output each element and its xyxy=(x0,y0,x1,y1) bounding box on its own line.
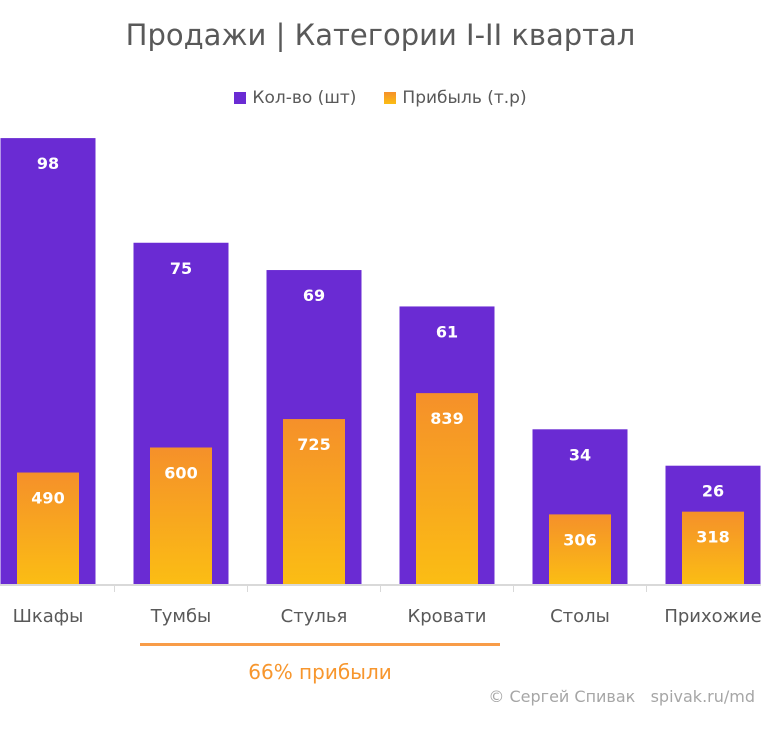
legend-swatch-profit xyxy=(384,92,397,104)
copyright: © Сергей Спивак spivak.ru/md xyxy=(488,687,755,706)
category-label: Шкафы xyxy=(13,606,84,627)
category-label: Стулья xyxy=(281,606,348,627)
category-label: Прихожие xyxy=(664,606,761,627)
data-label-quantity: 98 xyxy=(37,154,59,173)
data-label-profit: 839 xyxy=(430,409,463,428)
data-label-quantity: 34 xyxy=(569,445,591,464)
annotation-text: 66% прибыли xyxy=(248,660,392,684)
data-label-profit: 490 xyxy=(31,489,64,508)
bar-profit xyxy=(150,447,212,584)
category-label: Столы xyxy=(550,606,610,627)
data-label-profit: 318 xyxy=(696,528,729,547)
legend-swatch-quantity xyxy=(234,92,247,104)
data-label-quantity: 61 xyxy=(436,322,458,341)
data-label-profit: 725 xyxy=(297,435,330,454)
category-label: Кровати xyxy=(407,606,486,627)
data-label-quantity: 69 xyxy=(303,286,325,305)
bar-profit xyxy=(549,514,611,584)
data-label-profit: 600 xyxy=(164,464,197,483)
legend-label-profit: Прибыль (т.р) xyxy=(402,88,527,108)
bar-profit xyxy=(416,393,478,584)
legend: Кол-во (шт) Прибыль (т.р) xyxy=(0,88,761,108)
legend-label-quantity: Кол-во (шт) xyxy=(252,88,357,108)
bar-profit xyxy=(17,472,79,584)
data-label-quantity: 26 xyxy=(702,482,724,501)
legend-item-profit: Прибыль (т.р) xyxy=(384,88,527,108)
annotation-bracket xyxy=(140,643,500,646)
bar-profit xyxy=(283,419,345,584)
bar-profit xyxy=(682,511,744,584)
category-label: Тумбы xyxy=(150,606,212,627)
data-label-quantity: 75 xyxy=(170,259,192,278)
chart-title: Продажи | Категории I-II квартал xyxy=(125,18,636,52)
data-label-profit: 306 xyxy=(563,530,596,549)
legend-item-quantity: Кол-во (шт) xyxy=(234,88,356,108)
